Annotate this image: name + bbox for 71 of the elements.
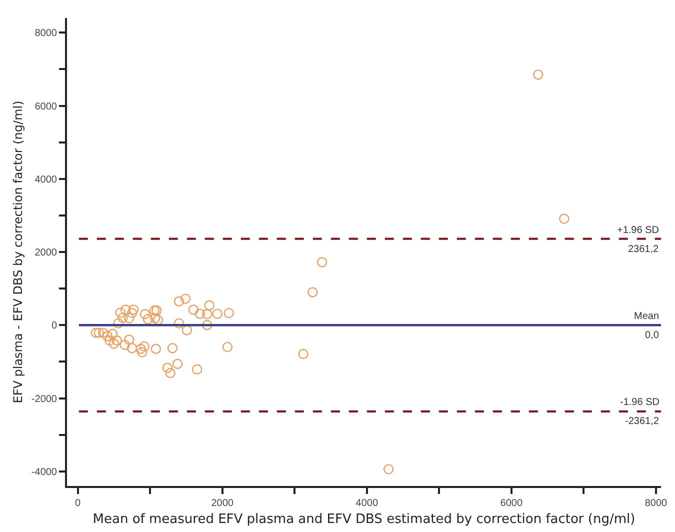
point	[120, 340, 130, 350]
point	[104, 335, 115, 346]
point	[222, 342, 233, 352]
point	[124, 334, 134, 345]
point	[182, 325, 192, 336]
y-tick-label: -4000	[31, 466, 58, 478]
point	[137, 347, 148, 358]
point	[152, 314, 164, 326]
point	[192, 364, 202, 374]
point	[112, 335, 122, 346]
x-tick-label: 6000	[500, 498, 523, 509]
point	[165, 368, 176, 378]
point	[202, 320, 212, 330]
point	[113, 318, 124, 328]
point	[126, 308, 138, 318]
y-tick-label: 6000	[34, 101, 58, 112]
point	[194, 308, 206, 319]
point	[150, 344, 161, 354]
point	[120, 304, 131, 315]
point	[139, 341, 150, 352]
point	[308, 287, 318, 298]
point	[204, 300, 214, 310]
y-tick-label: 2000	[34, 248, 58, 258]
point	[115, 308, 126, 318]
point	[316, 257, 328, 268]
point	[126, 343, 138, 354]
point	[559, 214, 570, 224]
ref-line-label: -1.96 SD	[620, 397, 660, 408]
point	[98, 328, 108, 338]
point	[212, 308, 222, 319]
point	[167, 343, 178, 354]
y-tick-label: 4000	[34, 174, 58, 186]
y-tick-label: -2000	[31, 394, 58, 405]
point	[202, 309, 212, 320]
point	[152, 305, 162, 316]
point	[149, 305, 160, 316]
point	[188, 304, 199, 315]
point	[150, 313, 160, 324]
y-tick-label: 8000	[34, 28, 58, 40]
annotation: 0,0	[645, 330, 660, 341]
point	[107, 328, 118, 339]
point	[118, 312, 128, 323]
point	[180, 294, 191, 304]
point	[136, 344, 146, 354]
point	[533, 70, 544, 80]
point	[108, 338, 120, 349]
x-tick-label: 2000	[211, 498, 234, 509]
point	[124, 313, 134, 324]
x-tick-label: 4000	[356, 498, 378, 509]
x-axis-title: Mean of measured EFV plasma and EFV DBS estimated by correction factor (ng/ml)	[92, 512, 636, 528]
point	[172, 358, 183, 369]
ref-line-label: Mean	[634, 311, 660, 322]
annotation: -2361,2	[625, 416, 660, 427]
point	[140, 309, 150, 320]
point	[90, 328, 102, 338]
point	[224, 308, 234, 318]
point	[383, 464, 394, 474]
annotation: 2361,2	[628, 244, 660, 255]
point	[298, 348, 308, 360]
x-tick-label: 0	[75, 498, 82, 509]
y-axis-title: EFV plasma - EFV DBS by correction factor (ng/ml)	[11, 100, 26, 404]
point	[94, 328, 104, 338]
point	[174, 318, 184, 328]
point	[174, 296, 184, 306]
point	[142, 314, 154, 324]
ref-line-label: +1.96 SD	[617, 225, 659, 236]
y-tick-label: 0	[51, 320, 58, 332]
point	[102, 330, 113, 342]
point	[162, 362, 173, 373]
x-tick-label: 8000	[644, 498, 668, 509]
point	[128, 304, 139, 315]
